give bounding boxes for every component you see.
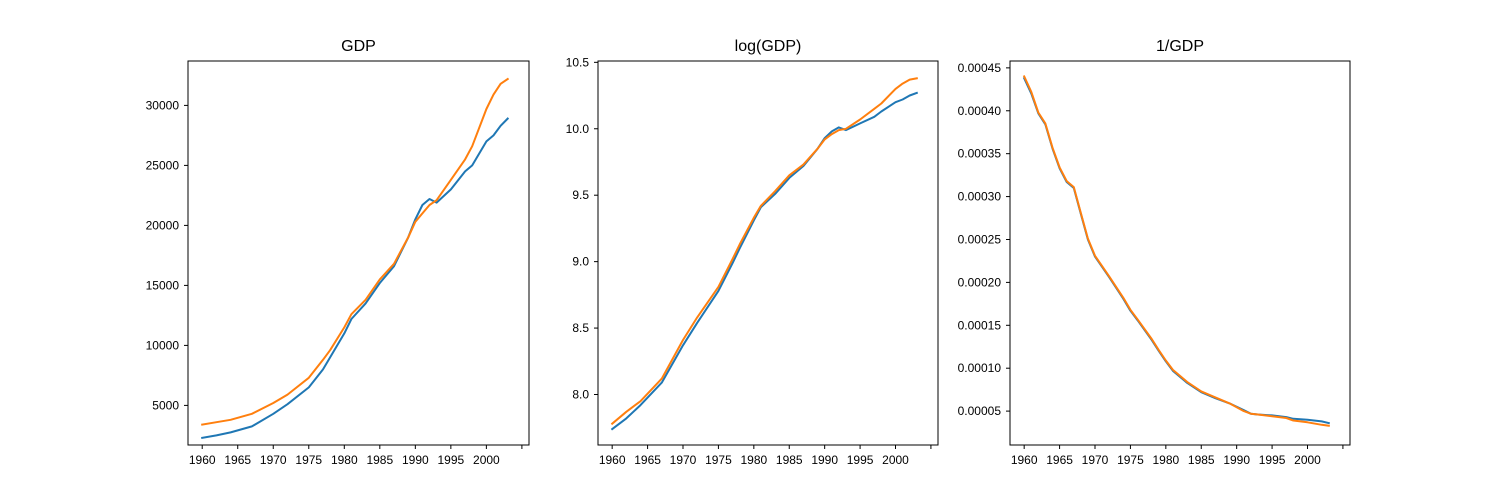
y-tick-label: 0.00010 <box>958 361 1002 375</box>
plot-area: 1960 1965 1970 1975 1980 1985 1990 1995 2000 8.0 8… <box>566 55 939 467</box>
x-tick-label: 1990 <box>811 453 838 467</box>
x-tick-label: 2000 <box>882 453 909 467</box>
x-tick-label: 1970 <box>670 453 697 467</box>
x-tick-label: 1960 <box>599 453 626 467</box>
chart-panel-gdp: GDP 1960 1965 1970 1975 1980 1985 1990 1995 2000… <box>146 38 530 467</box>
y-tick-label: 0.00015 <box>958 318 1002 332</box>
y-tick-label: 9.5 <box>572 188 589 202</box>
x-tick-label: 1970 <box>260 453 287 467</box>
chart-title: 1/GDP <box>1156 38 1204 55</box>
y-tick-label: 0.00035 <box>958 147 1002 161</box>
y-tick-label: 5000 <box>152 398 179 412</box>
chart-title: log(GDP) <box>735 38 802 55</box>
x-tick-label: 1975 <box>1117 453 1144 467</box>
x-tick-label: 1995 <box>1259 453 1286 467</box>
axes-frame <box>187 60 530 446</box>
y-tick-label: 0.00005 <box>958 404 1002 418</box>
series-line-1 <box>1022 75 1330 427</box>
y-tick-label: 15000 <box>146 278 180 292</box>
x-tick-label: 1985 <box>1188 453 1215 467</box>
x-tick-label: 1990 <box>1223 453 1250 467</box>
axes-frame <box>597 60 939 446</box>
axes-frame <box>1009 60 1351 446</box>
x-tick-label: 1985 <box>366 453 393 467</box>
x-tick-label: 1985 <box>776 453 803 467</box>
x-tick-label: 2000 <box>473 453 500 467</box>
x-tick-label: 1965 <box>1046 453 1073 467</box>
y-tick-label: 10.5 <box>566 55 590 69</box>
x-tick-label: 1980 <box>1152 453 1179 467</box>
y-tick-label: 8.5 <box>572 321 589 335</box>
series-line-0 <box>201 117 510 439</box>
series-line-0 <box>1022 76 1331 425</box>
y-tick-label: 0.00040 <box>958 104 1002 118</box>
x-tick-label: 1975 <box>295 453 322 467</box>
x-tick-label: 2000 <box>1294 453 1321 467</box>
series-line-1 <box>610 77 918 426</box>
x-tick-label: 1975 <box>705 453 732 467</box>
series-line-0 <box>610 91 919 431</box>
y-tick-label: 9.0 <box>572 255 589 269</box>
x-tick-label: 1965 <box>634 453 661 467</box>
y-tick-label: 0.00045 <box>958 61 1002 75</box>
x-tick-label: 1995 <box>847 453 874 467</box>
series-line-1 <box>201 77 510 426</box>
y-tick-label: 25000 <box>146 158 180 172</box>
y-tick-label: 0.00030 <box>958 190 1002 204</box>
x-tick-label: 1960 <box>1011 453 1038 467</box>
chart-panel-log-gdp: log(GDP) 1960 1965 1970 1975 1980 1985 1990 199… <box>566 38 939 467</box>
plot-area: 1960 1965 1970 1975 1980 1985 1990 1995 2000 0.00… <box>958 60 1351 467</box>
y-tick-label: 20000 <box>146 218 180 232</box>
y-tick-label: 30000 <box>146 98 180 112</box>
y-tick-label: 10000 <box>146 338 180 352</box>
y-tick-label: 10.0 <box>566 122 590 136</box>
x-tick-label: 1965 <box>224 453 251 467</box>
x-tick-label: 1990 <box>402 453 429 467</box>
y-tick-label: 0.00025 <box>958 232 1002 246</box>
y-tick-label: 8.0 <box>572 388 589 402</box>
x-tick-label: 1980 <box>331 453 358 467</box>
x-tick-label: 1970 <box>1082 453 1109 467</box>
chart-title: GDP <box>341 38 376 55</box>
x-tick-label: 1960 <box>189 453 216 467</box>
chart-panel-inverse-gdp: 1/GDP 1960 1965 1970 1975 1980 1985 1990 1995 20… <box>958 38 1351 467</box>
x-tick-label: 1995 <box>438 453 465 467</box>
x-tick-label: 1980 <box>740 453 767 467</box>
plot-area: 1960 1965 1970 1975 1980 1985 1990 1995 2000 5000… <box>146 60 530 467</box>
y-tick-label: 0.00020 <box>958 275 1002 289</box>
